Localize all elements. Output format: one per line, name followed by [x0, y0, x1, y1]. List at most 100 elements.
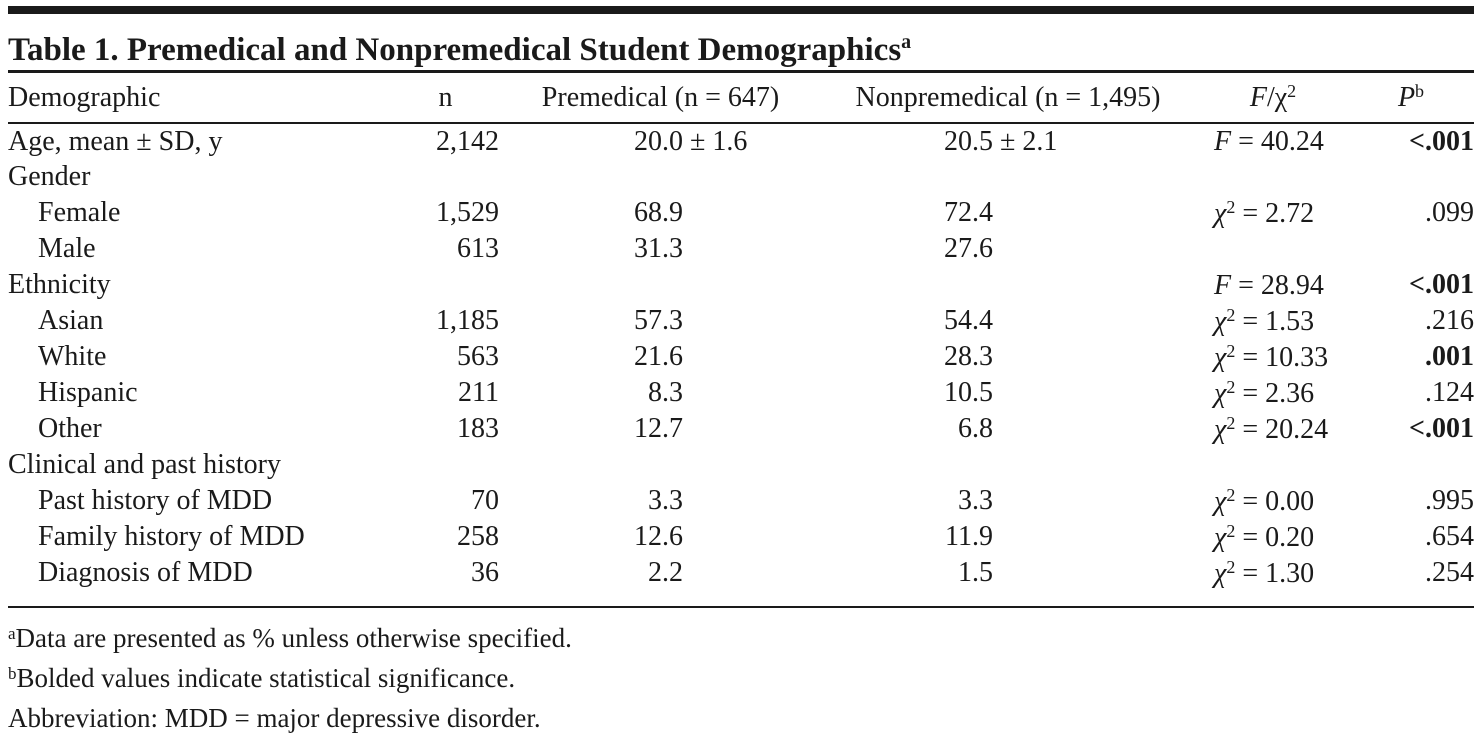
cell-demographic: Clinical and past history	[8, 449, 281, 480]
footnotes: aData are presented as % unless otherwis…	[8, 616, 1474, 736]
cell-n: 70	[471, 485, 499, 516]
cell-premedical: 8.3	[648, 377, 683, 408]
table-row-white: White 563 21.6 28.3 χ2 = 10.33 .001	[8, 339, 1474, 375]
cell-nonpremedical: 10.5	[944, 377, 993, 408]
cell-p-value	[1348, 447, 1474, 483]
cell-nonpremedical	[818, 159, 1198, 195]
cell-premedical: 12.7	[634, 413, 683, 444]
cell-n: 1,529	[436, 197, 499, 228]
cell-n: 2,142	[436, 125, 499, 157]
column-header-demographic: Demographic	[8, 73, 388, 124]
cell-p-value: <.001	[1409, 125, 1474, 157]
cell-p-value: .995	[1425, 485, 1474, 516]
cell-statistic: χ2 = 20.24	[1214, 412, 1329, 445]
cell-n: 211	[458, 377, 499, 408]
table-header: Demographic n Premedical (n = 647) Nonpr…	[8, 73, 1474, 124]
cell-statistic: χ2 = 10.33	[1214, 340, 1329, 373]
cell-p-value	[1348, 159, 1474, 195]
cell-statistic: χ2 = 0.20	[1214, 520, 1315, 553]
column-header-p-value: Pb	[1348, 73, 1474, 124]
cell-statistic: χ2 = 1.30	[1214, 556, 1315, 589]
column-header-premedical: Premedical (n = 647)	[503, 73, 818, 124]
cell-premedical: 3.3	[648, 485, 683, 516]
cell-demographic: Age, mean ± SD, y	[8, 125, 223, 157]
cell-n: 613	[457, 233, 499, 264]
table-bottom-spacer	[8, 591, 1474, 607]
cell-nonpremedical	[818, 267, 1198, 303]
cell-p-value: <.001	[1409, 413, 1474, 444]
cell-nonpremedical: 28.3	[944, 341, 993, 372]
footnote-abbreviation: Abbreviation: MDD = major depressive dis…	[8, 703, 541, 733]
cell-n	[388, 267, 503, 303]
cell-nonpremedical	[818, 447, 1198, 483]
table-title-text: Table 1. Premedical and Nonpremedical St…	[8, 32, 902, 68]
cell-demographic: Diagnosis of MDD	[38, 557, 253, 588]
table-row-family-history: Family history of MDD 258 12.6 11.9 χ2 =…	[8, 519, 1474, 555]
cell-n	[388, 159, 503, 195]
cell-p-value: .654	[1425, 521, 1474, 552]
cell-demographic: Past history of MDD	[38, 485, 273, 516]
cell-p-value: .254	[1425, 557, 1474, 588]
cell-statistic: χ2 = 1.53	[1214, 304, 1315, 337]
demographics-table: Demographic n Premedical (n = 647) Nonpr…	[8, 73, 1474, 608]
cell-nonpremedical: 6.8	[958, 413, 993, 444]
table-title-footnote-marker: a	[901, 31, 912, 53]
cell-statistic: χ2 = 2.36	[1214, 376, 1315, 409]
cell-nonpremedical: 1.5	[958, 557, 993, 588]
cell-premedical: 57.3	[634, 305, 683, 336]
title-divider-rule	[8, 70, 1474, 73]
cell-p-value: .216	[1425, 305, 1474, 336]
cell-statistic: F = 40.24	[1214, 126, 1324, 157]
cell-p-value: <.001	[1409, 269, 1474, 300]
header-row: Demographic n Premedical (n = 647) Nonpr…	[8, 73, 1474, 124]
cell-premedical: 31.3	[634, 233, 683, 264]
table-body: Age, mean ± SD, y 2,142 20.0 ± 1.6 20.5 …	[8, 123, 1474, 607]
cell-p-value: .001	[1425, 341, 1474, 372]
cell-demographic: White	[38, 341, 107, 372]
cell-p-value: .099	[1425, 197, 1474, 228]
cell-premedical: 12.6	[634, 521, 683, 552]
top-rule	[8, 6, 1474, 14]
cell-demographic: Ethnicity	[8, 269, 111, 300]
cell-premedical	[503, 159, 818, 195]
cell-demographic: Male	[38, 233, 96, 264]
cell-n	[388, 447, 503, 483]
table-row-diagnosis: Diagnosis of MDD 36 2.2 1.5 χ2 = 1.30 .2…	[8, 555, 1474, 591]
cell-demographic: Gender	[8, 161, 91, 192]
cell-demographic: Hispanic	[38, 377, 138, 408]
cell-nonpremedical: 3.3	[958, 485, 993, 516]
cell-nonpremedical: 72.4	[944, 197, 993, 228]
cell-statistic	[1198, 159, 1348, 195]
table-row-asian: Asian 1,185 57.3 54.4 χ2 = 1.53 .216	[8, 303, 1474, 339]
table-row-gender-group: Gender	[8, 159, 1474, 195]
cell-nonpremedical: 54.4	[944, 305, 993, 336]
cell-p-value: .124	[1425, 377, 1474, 408]
table-title: Table 1. Premedical and Nonpremedical St…	[8, 22, 1474, 70]
cell-demographic: Female	[38, 197, 121, 228]
column-header-n: n	[388, 73, 503, 124]
column-header-nonpremedical: Nonpremedical (n = 1,495)	[818, 73, 1198, 124]
table-row-ethnicity-group: Ethnicity F = 28.94 <.001	[8, 267, 1474, 303]
cell-premedical	[503, 267, 818, 303]
column-header-statistic: F/χ2	[1198, 73, 1348, 124]
cell-statistic	[1198, 231, 1348, 267]
cell-n: 36	[471, 557, 499, 588]
cell-demographic: Family history of MDD	[38, 521, 305, 552]
footnote-a: aData are presented as % unless otherwis…	[8, 623, 572, 653]
cell-statistic: F = 28.94	[1214, 269, 1324, 301]
cell-premedical: 21.6	[634, 341, 683, 372]
cell-nonpremedical: 27.6	[944, 233, 993, 264]
table-row-male: Male 613 31.3 27.6	[8, 231, 1474, 267]
table-row-past-history: Past history of MDD 70 3.3 3.3 χ2 = 0.00…	[8, 483, 1474, 519]
cell-nonpremedical: 11.9	[945, 521, 993, 552]
table-row-clinical-group: Clinical and past history	[8, 447, 1474, 483]
cell-nonpremedical: 20.5 ± 2.1	[944, 125, 1058, 157]
cell-statistic: χ2 = 0.00	[1214, 484, 1315, 517]
cell-demographic: Other	[38, 413, 102, 444]
cell-n: 258	[457, 521, 499, 552]
cell-premedical: 20.0 ± 1.6	[634, 125, 748, 157]
table-row-female: Female 1,529 68.9 72.4 χ2 = 2.72 .099	[8, 195, 1474, 231]
footnote-b: bBolded values indicate statistical sign…	[8, 663, 516, 693]
table-row-other: Other 183 12.7 6.8 χ2 = 20.24 <.001	[8, 411, 1474, 447]
